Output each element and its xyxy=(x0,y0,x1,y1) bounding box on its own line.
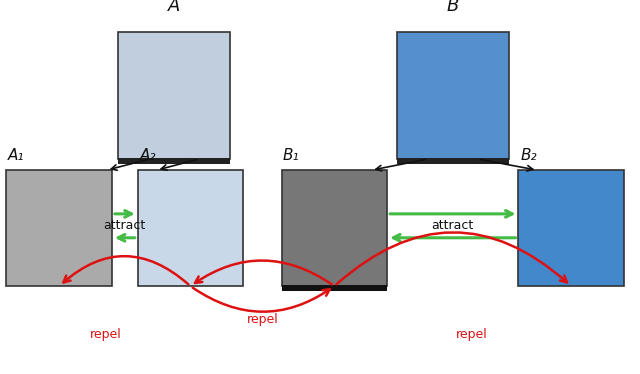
Text: B: B xyxy=(447,0,459,15)
Text: A₂: A₂ xyxy=(140,148,156,163)
Text: repel: repel xyxy=(90,328,122,341)
Text: A₁: A₁ xyxy=(8,148,24,163)
Bar xyxy=(518,170,624,286)
Bar xyxy=(118,32,230,159)
Bar xyxy=(6,170,112,286)
Text: repel: repel xyxy=(246,313,278,326)
Text: attract: attract xyxy=(431,219,474,232)
Text: repel: repel xyxy=(456,328,488,341)
Text: B₂: B₂ xyxy=(520,148,537,163)
Bar xyxy=(138,170,243,286)
Text: A: A xyxy=(168,0,180,15)
Bar xyxy=(397,158,509,164)
Bar xyxy=(397,32,509,159)
Bar xyxy=(282,285,387,291)
Text: B₁: B₁ xyxy=(283,148,300,163)
Bar xyxy=(282,170,387,286)
Bar xyxy=(118,158,230,164)
Text: attract: attract xyxy=(104,219,146,232)
